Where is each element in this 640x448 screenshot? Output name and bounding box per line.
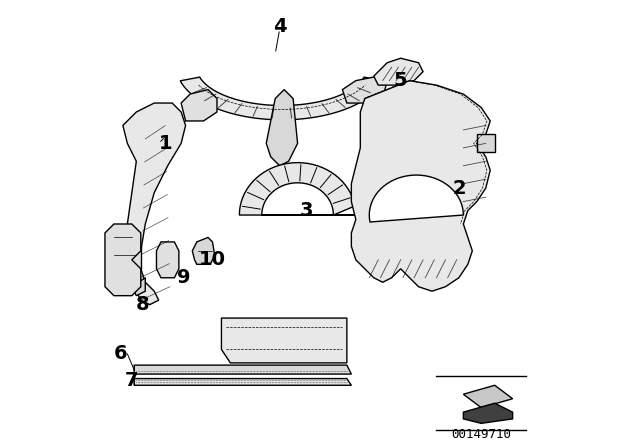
Polygon shape — [239, 163, 356, 215]
Polygon shape — [105, 224, 141, 296]
Polygon shape — [266, 90, 298, 166]
Text: 00149710: 00149710 — [451, 428, 511, 441]
Text: 6: 6 — [114, 345, 127, 363]
Polygon shape — [180, 77, 383, 120]
Text: 10: 10 — [199, 250, 226, 269]
Polygon shape — [477, 134, 495, 152]
Polygon shape — [127, 246, 141, 269]
Text: 2: 2 — [452, 179, 466, 198]
Polygon shape — [342, 76, 387, 103]
Polygon shape — [351, 81, 490, 291]
Text: 9: 9 — [177, 268, 190, 287]
Polygon shape — [369, 175, 463, 222]
Text: 8: 8 — [136, 295, 150, 314]
Polygon shape — [134, 365, 351, 374]
Text: 3: 3 — [300, 201, 314, 220]
Text: 7: 7 — [125, 371, 139, 390]
Text: 1: 1 — [159, 134, 172, 153]
Polygon shape — [181, 90, 217, 121]
Polygon shape — [374, 58, 423, 85]
Polygon shape — [134, 379, 351, 385]
Polygon shape — [157, 242, 179, 278]
Polygon shape — [132, 278, 145, 296]
Text: 4: 4 — [273, 17, 287, 36]
Polygon shape — [463, 385, 513, 408]
Polygon shape — [123, 103, 186, 305]
Polygon shape — [192, 237, 215, 264]
Text: 5: 5 — [394, 71, 408, 90]
Polygon shape — [221, 318, 347, 363]
Polygon shape — [463, 403, 513, 423]
